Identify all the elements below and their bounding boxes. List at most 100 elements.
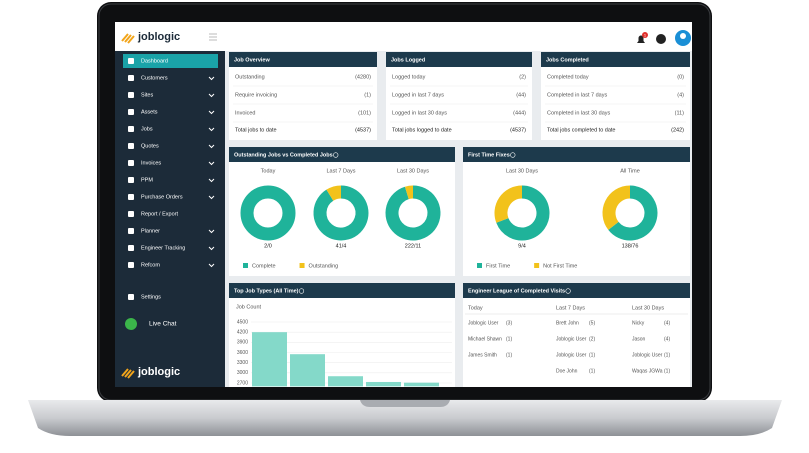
bar <box>290 354 325 387</box>
nav-item[interactable]: Purchase Orders <box>141 194 183 200</box>
donut-value: 41/4 <box>336 243 347 249</box>
panel <box>229 147 455 276</box>
engineer-name: Joblogic User <box>556 352 587 358</box>
total-label: Total jobs to date <box>235 127 277 133</box>
panel-header <box>386 52 532 67</box>
panel-title: Jobs Completed <box>546 57 589 63</box>
row-label: Completed today <box>547 74 589 80</box>
donut-segment <box>240 185 296 241</box>
donut-label: Last 30 Days <box>397 168 429 174</box>
axis-label: Job Count <box>236 304 262 310</box>
y-tick-label: 2700 <box>237 380 248 386</box>
row-value: (11) <box>675 110 685 116</box>
menu-toggle[interactable] <box>209 33 217 41</box>
nav-item[interactable]: Jobs <box>141 126 153 132</box>
donut-label: Today <box>261 168 276 174</box>
nav-icon <box>128 177 134 183</box>
engineer-name: Waqas JGWa <box>632 368 663 374</box>
donut-label: Last 30 Days <box>506 168 538 174</box>
engineer-name: Michael Shawn <box>468 336 502 342</box>
total-value: (242) <box>671 127 684 133</box>
row-label: Invoiced <box>235 110 256 116</box>
y-tick-label: 4200 <box>237 329 248 335</box>
engineer-count: (4) <box>664 320 670 326</box>
panel-header <box>229 52 377 67</box>
donut-segment <box>326 185 342 201</box>
nav-chevron <box>208 76 215 81</box>
legend-label: First Time <box>486 263 510 269</box>
bell-icon[interactable] <box>637 35 645 43</box>
info-icon <box>298 288 305 294</box>
nav-icon <box>128 262 134 268</box>
nav-item[interactable]: Invoices <box>141 160 161 166</box>
nav-chevron <box>208 161 215 166</box>
panel-header <box>463 283 690 298</box>
sidebar-logo: joblogic <box>137 366 180 378</box>
sidebar <box>115 51 225 387</box>
legend-swatch <box>477 263 482 268</box>
donut-segment <box>404 185 414 200</box>
nav-live-chat[interactable]: Live Chat <box>149 321 177 328</box>
row-value: (101) <box>358 110 371 116</box>
donut-segment <box>608 185 658 241</box>
nav-settings[interactable]: Settings <box>141 294 161 300</box>
nav-active <box>123 54 218 68</box>
nav-item[interactable]: Engineer Tracking <box>141 245 185 251</box>
nav-chevron <box>208 110 215 115</box>
row-value: (44) <box>516 92 526 98</box>
nav-item[interactable]: Dashboard <box>141 58 168 64</box>
nav-item[interactable]: Assets <box>141 109 158 115</box>
sidebar-logo-mark <box>121 368 135 379</box>
panel-title: Job Overview <box>234 57 270 63</box>
nav-icon <box>128 109 134 115</box>
row-label: Outstanding <box>235 74 265 80</box>
engineer-count: (1) <box>589 352 595 358</box>
engineer-name: Joblogic User <box>632 352 663 358</box>
engineer-count: (2) <box>589 336 595 342</box>
notification-count: 1 <box>644 32 647 37</box>
row-label: Logged in last 30 days <box>392 110 447 116</box>
row-label: Logged today <box>392 74 426 80</box>
settings-icon <box>128 294 134 300</box>
nav-item[interactable]: Report / Export <box>141 211 178 217</box>
row-value: (4) <box>677 92 684 98</box>
donut-label: All Time <box>620 168 640 174</box>
avatar-head <box>680 33 686 39</box>
column-header: Last 7 Days <box>556 305 585 311</box>
legend-label: Not First Time <box>543 263 577 269</box>
panel-title: First Time Fixes <box>468 152 510 158</box>
help-icon[interactable] <box>656 34 666 44</box>
engineer-count: (5) <box>589 320 595 326</box>
info-icon <box>565 288 571 294</box>
nav-item[interactable]: Planner <box>141 228 160 234</box>
nav-item[interactable]: Refcom <box>141 262 160 268</box>
column-header: Today <box>468 305 483 311</box>
nav-item[interactable]: Quotes <box>141 143 159 149</box>
donut-value: 222/11 <box>405 243 421 249</box>
donut-value: 2/0 <box>264 243 272 249</box>
nav-icon <box>128 194 134 200</box>
engineer-count: (4) <box>664 336 670 342</box>
engineer-name: Joblogic User <box>468 320 499 326</box>
row-value: (0) <box>677 74 684 80</box>
engineer-name: Doe John <box>556 368 578 374</box>
y-tick-label: 3900 <box>237 340 248 346</box>
total-label: Total jobs logged to date <box>392 127 452 133</box>
screen: joblogic 1 joblogic Dashboard Customers Si… <box>115 22 692 387</box>
total-label: Total jobs completed to date <box>547 127 616 133</box>
donut-segment <box>385 185 441 241</box>
nav-item[interactable]: Customers <box>141 75 168 81</box>
nav-item[interactable]: Sites <box>141 92 153 98</box>
nav-chevron <box>208 263 215 268</box>
nav-item[interactable]: PPM <box>141 177 153 183</box>
notch <box>360 400 450 407</box>
panel-header <box>541 52 690 67</box>
engineer-name: Nicky <box>632 320 645 326</box>
nav-chevron <box>208 144 215 149</box>
legend-swatch <box>534 263 540 268</box>
legend-swatch <box>243 263 248 268</box>
column-header: Last 30 Days <box>632 305 664 311</box>
row-value: (1) <box>364 92 371 98</box>
panel-title: Jobs Logged <box>391 57 425 63</box>
